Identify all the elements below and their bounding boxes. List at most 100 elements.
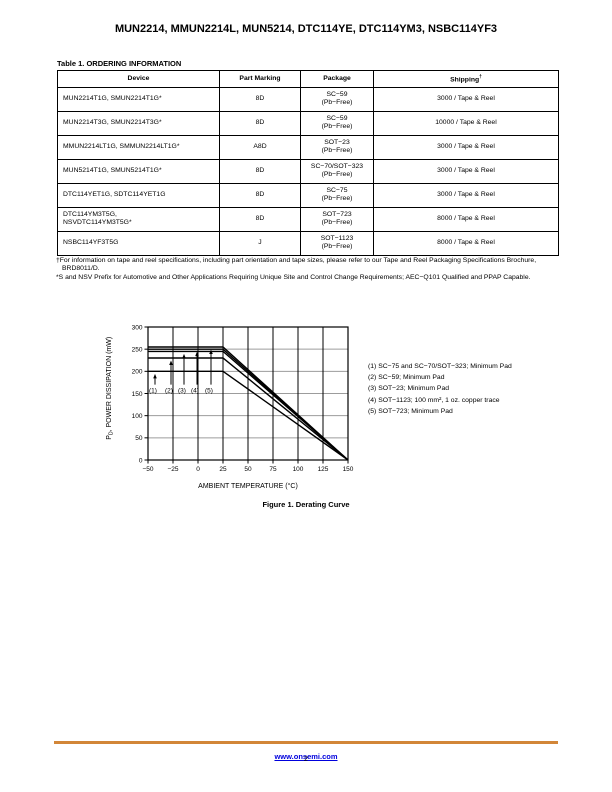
package-name: SC−75	[326, 186, 348, 194]
cell-device: MUN2214T1G, SMUN2214T1G*	[57, 86, 220, 112]
col-header-shipping: Shipping†	[373, 70, 559, 88]
footnote-dagger: †For information on tape and reel specif…	[56, 257, 537, 273]
cell-package: SOT−23 (Pb−Free)	[300, 134, 374, 160]
page-title: MUN2214, MMUN2214L, MUN5214, DTC114YE, D…	[114, 23, 498, 35]
ylabel-subscript: D	[108, 431, 115, 436]
cell-part-marking: J	[219, 230, 301, 256]
legend-item-2: (2) SC−59; Minimum Pad	[368, 374, 445, 382]
package-pbfree: (Pb−Free)	[321, 99, 353, 107]
table-row: DTC114YM3T5G, NSVDTC114YM3T5G* 8D SOT−723…	[57, 206, 559, 232]
table-header-row: Device Part Marking Package Shipping†	[57, 70, 559, 88]
footnotes: †For information on tape and reel specif…	[56, 257, 560, 282]
col-header-shipping-label: Shipping	[450, 76, 480, 84]
cell-shipping: 3000 / Tape & Reel	[373, 182, 559, 208]
svg-text:50: 50	[135, 435, 143, 442]
svg-text:200: 200	[132, 369, 143, 376]
cell-device: MUN5214T1G, SMUN5214T1G*	[57, 158, 220, 184]
cell-part-marking: 8D	[219, 86, 301, 112]
cell-shipping: 3000 / Tape & Reel	[373, 134, 559, 160]
package-name: SC−59	[326, 90, 348, 98]
cell-device: DTC114YET1G, SDTC114YET1G	[57, 182, 220, 208]
page-number: 2	[304, 756, 308, 763]
package-name: SOT−23	[324, 138, 350, 146]
cell-shipping: 8000 / Tape & Reel	[373, 230, 559, 256]
svg-text:(5): (5)	[205, 388, 213, 395]
footer-rule	[54, 741, 558, 744]
table-row: NSBC114YF3T5G J SOT−1123 (Pb−Free) 8000 /…	[57, 230, 559, 256]
table-row: MUN2214T3G, SMUN2214T3G* 8D SC−59 (Pb−Fre…	[57, 110, 559, 136]
table-row: MUN5214T1G, SMUN5214T1G* 8D SC−70/SOT−32…	[57, 158, 559, 184]
cell-device: NSBC114YF3T5G	[57, 230, 220, 256]
svg-text:50: 50	[244, 466, 252, 473]
svg-text:0: 0	[196, 466, 200, 473]
legend-item-1: (1) SC−75 and SC−70/SOT−323; Minimum Pad	[368, 363, 512, 370]
y-axis-label: PD, POWER DISSIPATION (mW)	[106, 308, 115, 468]
svg-text:(2): (2)	[165, 388, 173, 395]
cell-device: DTC114YM3T5G, NSVDTC114YM3T5G*	[57, 206, 220, 232]
table-row: DTC114YET1G, SDTC114YET1G 8D SC−75 (Pb−Fr…	[57, 182, 559, 208]
shipping-dagger: †	[479, 74, 482, 80]
table-title: Table 1. ORDERING INFORMATION	[57, 59, 182, 68]
table-row: MMUN2214LT1G, SMMUN2214LT1G* A8D SOT−23(…	[57, 134, 559, 160]
col-header-device: Device	[57, 70, 220, 88]
ylabel-p: P	[105, 435, 113, 440]
package-name: SOT−723	[322, 210, 352, 218]
ordering-information-table: Device Part Marking Package Shipping† MU…	[57, 70, 559, 256]
cell-package: SOT−723 (Pb−Free)	[300, 206, 374, 232]
svg-text:100: 100	[132, 413, 143, 420]
cell-device: MMUN2214LT1G, SMMUN2214LT1G*	[57, 134, 220, 160]
legend-item-5: (5) SOT−723; Minimum Pad	[368, 407, 453, 415]
package-pbfree: (Pb−Free)	[321, 147, 353, 155]
cell-part-marking: 8D	[219, 110, 301, 136]
footnote-asterisk: *S and NSV Prefix for Automotive and Oth…	[56, 273, 531, 281]
cell-shipping: 10000 / Tape & Reel	[373, 110, 559, 136]
figure-caption: Figure 1. Derating Curve	[262, 500, 350, 509]
table-row: MUN2214T1G, SMUN2214T1G* 8D SC−59 (Pb−Fre…	[57, 86, 559, 112]
cell-package: SC−59 (Pb−Free)	[300, 110, 374, 136]
svg-text:(3): (3)	[178, 388, 186, 395]
package-pbfree: (Pb−Free)	[321, 171, 353, 179]
package-name: SC−70/SOT−323	[310, 162, 364, 170]
cell-package: SC−75 (Pb−Free)	[300, 182, 374, 208]
svg-text:300: 300	[132, 324, 143, 331]
cell-part-marking: 8D	[219, 182, 301, 208]
svg-text:150: 150	[132, 391, 143, 398]
svg-text:25: 25	[219, 466, 227, 473]
legend-item-3: (3) SOT−23; Minimum Pad	[368, 385, 450, 393]
cell-device: MUN2214T3G, SMUN2214T3G*	[57, 110, 220, 136]
cell-shipping: 8000 / Tape & Reel	[373, 206, 559, 232]
legend-item-4: (4) SOT−1123; 100 mm², 1 oz. copper trac…	[368, 396, 500, 404]
col-header-package: Package	[300, 70, 374, 88]
cell-package: SC−59 (Pb−Free)	[300, 86, 374, 112]
cell-shipping: 3000 / Tape & Reel	[373, 86, 559, 112]
svg-text:(4): (4)	[191, 388, 199, 395]
cell-shipping: 3000 / Tape & Reel	[373, 158, 559, 184]
svg-text:125: 125	[318, 466, 329, 473]
package-pbfree: (Pb−Free)	[321, 219, 353, 227]
package-pbfree: (Pb−Free)	[321, 123, 353, 131]
cell-part-marking: 8D	[219, 206, 301, 232]
package-pbfree: (Pb−Free)	[321, 195, 353, 203]
col-header-part-marking: Part Marking	[219, 70, 301, 88]
svg-text:(1): (1)	[149, 388, 157, 395]
svg-text:−50: −50	[142, 466, 153, 473]
svg-text:250: 250	[132, 346, 143, 353]
chart-legend: (1) SC−75 and SC−70/SOT−323; Minimum Pad…	[368, 361, 512, 417]
cell-package: SOT−1123 (Pb−Free)	[300, 230, 374, 256]
x-axis-label: AMBIENT TEMPERATURE (°C)	[198, 483, 298, 490]
svg-text:150: 150	[343, 466, 354, 473]
cell-package: SC−70/SOT−323 (Pb−Free)	[300, 158, 374, 184]
device-line2: NSVDTC114YM3T5G*	[63, 219, 132, 227]
package-pbfree: (Pb−Free)	[321, 243, 353, 251]
svg-text:75: 75	[269, 466, 277, 473]
package-name: SC−59	[326, 114, 348, 122]
svg-text:−25: −25	[167, 466, 178, 473]
onsemi-link[interactable]: www.onsemi.com	[274, 752, 338, 761]
device-line1: DTC114YM3T5G,	[63, 210, 117, 218]
cell-part-marking: A8D	[219, 134, 301, 160]
svg-text:0: 0	[139, 457, 143, 464]
cell-part-marking: 8D	[219, 158, 301, 184]
chart-canvas: −50 −25 0 25 50 75 100 125 150 0 50 100 150 200 250 300…	[132, 324, 354, 473]
ylabel-rest: , POWER DISSIPATION (mW)	[105, 336, 113, 432]
package-name: SOT−1123	[320, 234, 354, 242]
